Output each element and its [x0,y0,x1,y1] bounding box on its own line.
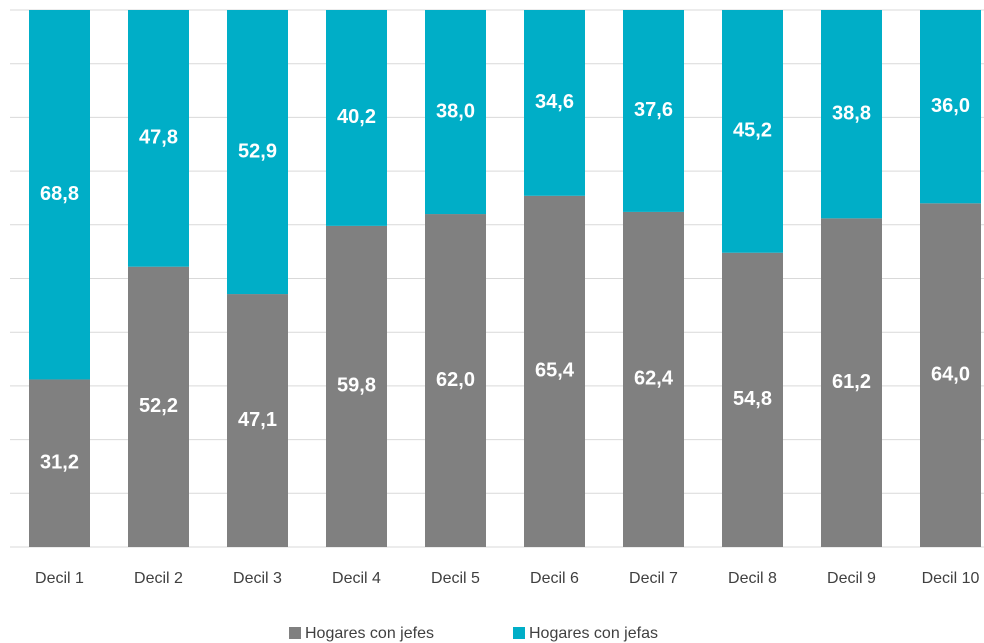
bar-segment [29,379,90,547]
x-tick-label: Decil 10 [922,570,980,587]
value-label: 36,0 [931,95,970,117]
bar-segment [623,10,684,212]
legend-swatch [289,627,301,639]
legend-label: Hogares con jefes [305,625,434,642]
value-label: 61,2 [832,371,871,393]
bar-segment [425,214,486,547]
bar-segment [524,10,585,196]
bar-segment [227,10,288,295]
x-tick-label: Decil 9 [827,570,876,587]
x-tick-label: Decil 5 [431,570,480,587]
x-tick-label: Decil 2 [134,570,183,587]
bar-segment [722,252,783,547]
legend-label: Hogares con jefas [529,625,658,642]
x-tick-label: Decil 4 [332,570,381,587]
bar-segment [128,10,189,267]
value-label: 65,4 [535,360,575,382]
value-label: 54,8 [733,388,772,410]
value-label: 62,4 [634,368,674,390]
value-label: 47,8 [139,127,178,149]
x-tick-label: Decil 6 [530,570,579,587]
x-tick-label: Decil 8 [728,570,777,587]
value-label: 64,0 [931,363,970,385]
bar-segment [326,225,387,547]
value-label: 52,9 [238,140,277,162]
value-label: 47,1 [238,409,277,431]
value-label: 37,6 [634,99,673,121]
value-label: 38,0 [436,100,475,122]
bar-segment [920,10,981,204]
bar-segment [524,195,585,547]
bar-segment [821,10,882,219]
value-label: 45,2 [733,120,772,142]
value-label: 31,2 [40,452,79,474]
value-label: 62,0 [436,369,475,391]
bar-segment [425,10,486,215]
value-label: 52,2 [139,395,178,417]
bar-segment [326,10,387,226]
bar-segment [128,266,189,547]
bar-segment [227,294,288,547]
bar-segment [623,211,684,548]
x-tick-label: Decil 7 [629,570,678,587]
bar-segment [821,218,882,547]
value-label: 38,8 [832,102,871,124]
value-label: 40,2 [337,106,376,128]
bar-segment [722,10,783,253]
x-tick-label: Decil 3 [233,570,282,587]
value-label: 68,8 [40,183,79,205]
legend-swatch [513,627,525,639]
bar-segment [920,203,981,547]
value-label: 59,8 [337,375,376,397]
bar-segment [29,10,90,380]
value-label: 34,6 [535,91,574,113]
x-tick-label: Decil 1 [35,570,84,587]
